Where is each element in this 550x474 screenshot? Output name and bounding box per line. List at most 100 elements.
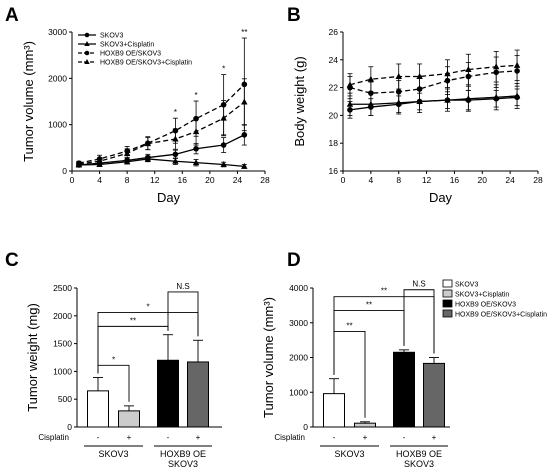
panel-b-series-3-point xyxy=(493,63,500,70)
panel-b-series-1-point xyxy=(346,100,354,107)
significance-marker: ** xyxy=(241,28,247,37)
legend-item-label: SKOV3 xyxy=(455,282,478,289)
panel-d-y-tick-label: 3000 xyxy=(289,318,308,328)
panel-b-series-1-point xyxy=(493,93,500,100)
panel-d-significance-label: N.S xyxy=(412,280,425,289)
panel-d-cisplatin-mark: + xyxy=(432,433,437,442)
panel-b-series-1-point xyxy=(513,92,521,99)
legend-item-label: SKOV3+Cisplatin xyxy=(100,42,154,49)
panel-a-x-tick-label: 4 xyxy=(97,175,102,185)
legend-item-label: HOXB9 OE/SKOV3 xyxy=(455,302,516,309)
panel-c-significance-bracket xyxy=(97,312,199,374)
panel-c-y-tick-label: 500 xyxy=(58,394,72,404)
significance-marker: * xyxy=(174,108,177,117)
panel-a-series-3-point xyxy=(172,135,179,142)
legend-marker xyxy=(84,59,90,64)
panel-c-cisplatin-label: Cisplatin xyxy=(38,433,69,442)
panel-b-series-2-line xyxy=(349,70,518,94)
panel-d-cisplatin-mark: + xyxy=(363,433,368,442)
panel-a-series-1-point xyxy=(192,159,200,166)
panel-a-y-tick-label: 0 xyxy=(62,166,67,176)
panel-b-series-1-point xyxy=(444,96,451,103)
legend-marker xyxy=(84,50,90,56)
panel-b-series-3-point xyxy=(367,75,375,82)
panel-d-cisplatin-mark: - xyxy=(333,433,336,442)
panel-c-y-tick-label: 2000 xyxy=(53,311,72,321)
panel-b-y-tick-label: 20 xyxy=(329,110,339,120)
panel-b-series-3-point xyxy=(513,61,521,68)
panel-c-y-tick-label: 0 xyxy=(67,422,72,432)
panel-d-group-label: SKOV3 xyxy=(334,449,364,459)
panel-b-x-tick-label: 12 xyxy=(422,175,432,185)
panel-b-x-tick-label: 28 xyxy=(533,175,543,185)
legend-marker xyxy=(84,41,90,46)
panel-c-significance-bracket xyxy=(97,364,130,402)
panel-c-y-axis-title: Tumor weight (mg) xyxy=(25,303,40,412)
legend-swatch xyxy=(442,289,453,298)
panel-b-series-3-point xyxy=(346,81,354,88)
panel-a-series-1-point xyxy=(220,161,227,168)
panel-d-cisplatin-mark: - xyxy=(403,433,406,442)
panel-b-series-2-point xyxy=(395,88,402,95)
panel-c-significance-label: * xyxy=(146,302,149,311)
panel-a-series-1-point xyxy=(123,158,131,165)
panel-a-series-3-point xyxy=(96,157,103,164)
panel-b-y-axis-title: Body weight (g) xyxy=(292,56,307,146)
panel-b-x-tick-label: 8 xyxy=(396,175,401,185)
panel-a-x-tick-label: 28 xyxy=(260,175,270,185)
panel-a-series-3-point xyxy=(123,149,131,156)
panel-b-x-tick-label: 4 xyxy=(368,175,373,185)
panel-a-x-tick-label: 8 xyxy=(125,175,130,185)
panel-c-y-tick-label: 1500 xyxy=(53,339,72,349)
panel-c-group-label-line: SKOV3 xyxy=(168,459,198,469)
legend-item-label: SKOV3+Cisplatin xyxy=(455,292,509,299)
panel-d-y-tick-label: 4000 xyxy=(289,283,308,293)
legend-swatch xyxy=(442,309,453,318)
panel-c-y-tick-label: 1000 xyxy=(53,366,72,376)
panel-c-cisplatin-mark: + xyxy=(196,433,201,442)
panel-c-significance-bracket xyxy=(97,325,169,374)
panel-c-group-label: SKOV3 xyxy=(98,449,128,459)
panel-a-series-3-point xyxy=(192,128,200,135)
panel-c-bar-2 xyxy=(157,359,179,428)
panel-a-series-3-point xyxy=(220,114,227,121)
panel-b-x-axis-title: Day xyxy=(429,190,453,205)
legend-swatch xyxy=(442,279,453,288)
panel-d-y-tick-label: 1000 xyxy=(289,387,308,397)
panel-a-series-0-point xyxy=(193,145,199,152)
panel-c-bar-0 xyxy=(87,390,109,428)
panel-b-series-1-line xyxy=(349,95,518,105)
panel-a-series-3-point xyxy=(75,160,83,167)
panel-b-y-tick-label: 16 xyxy=(329,166,339,176)
significance-marker: * xyxy=(195,91,198,100)
panel-d-cisplatin-label: Cisplatin xyxy=(274,433,305,442)
panel-b-series-3-point xyxy=(416,72,423,79)
panel-a-x-tick-label: 20 xyxy=(205,175,215,185)
panel-letter-d: D xyxy=(287,250,301,271)
panel-c-group-label-line: HOXB9 OE xyxy=(160,449,206,459)
panel-b-x-tick-label: 0 xyxy=(341,175,346,185)
panel-a-y-tick-label: 2000 xyxy=(48,73,67,83)
panel-d-significance-label: ** xyxy=(366,301,372,310)
panel-a-x-axis-title: Day xyxy=(157,190,181,205)
panel-c-cisplatin-mark: + xyxy=(127,433,132,442)
panel-b-series-3-point xyxy=(395,72,402,79)
legend-item-label: HOXB9 OE/SKOV3 xyxy=(100,51,161,58)
panel-b-series-3-line xyxy=(349,64,518,86)
panel-a-series-0-point xyxy=(220,142,227,148)
panel-d-y-tick-label: 0 xyxy=(303,422,308,432)
panel-c-y-tick-label: 2500 xyxy=(53,283,72,293)
panel-b-y-tick-label: 18 xyxy=(329,138,339,148)
legend-item-label: HOXB9 OE/SKOV3+Cisplatin xyxy=(455,312,547,319)
panel-b-series-3-point xyxy=(444,70,451,77)
panel-a-y-tick-label: 1000 xyxy=(48,120,67,130)
panel-a-series-0-point xyxy=(172,151,179,158)
panel-a-x-tick-label: 16 xyxy=(178,175,188,185)
panel-letter-b: B xyxy=(287,5,301,26)
legend-swatch xyxy=(442,299,453,308)
panel-c-significance-label: N.S xyxy=(176,282,189,291)
panel-b-series-1-point xyxy=(465,95,472,102)
panel-a-x-tick-label: 0 xyxy=(70,175,75,185)
panel-b-x-tick-label: 16 xyxy=(450,175,460,185)
